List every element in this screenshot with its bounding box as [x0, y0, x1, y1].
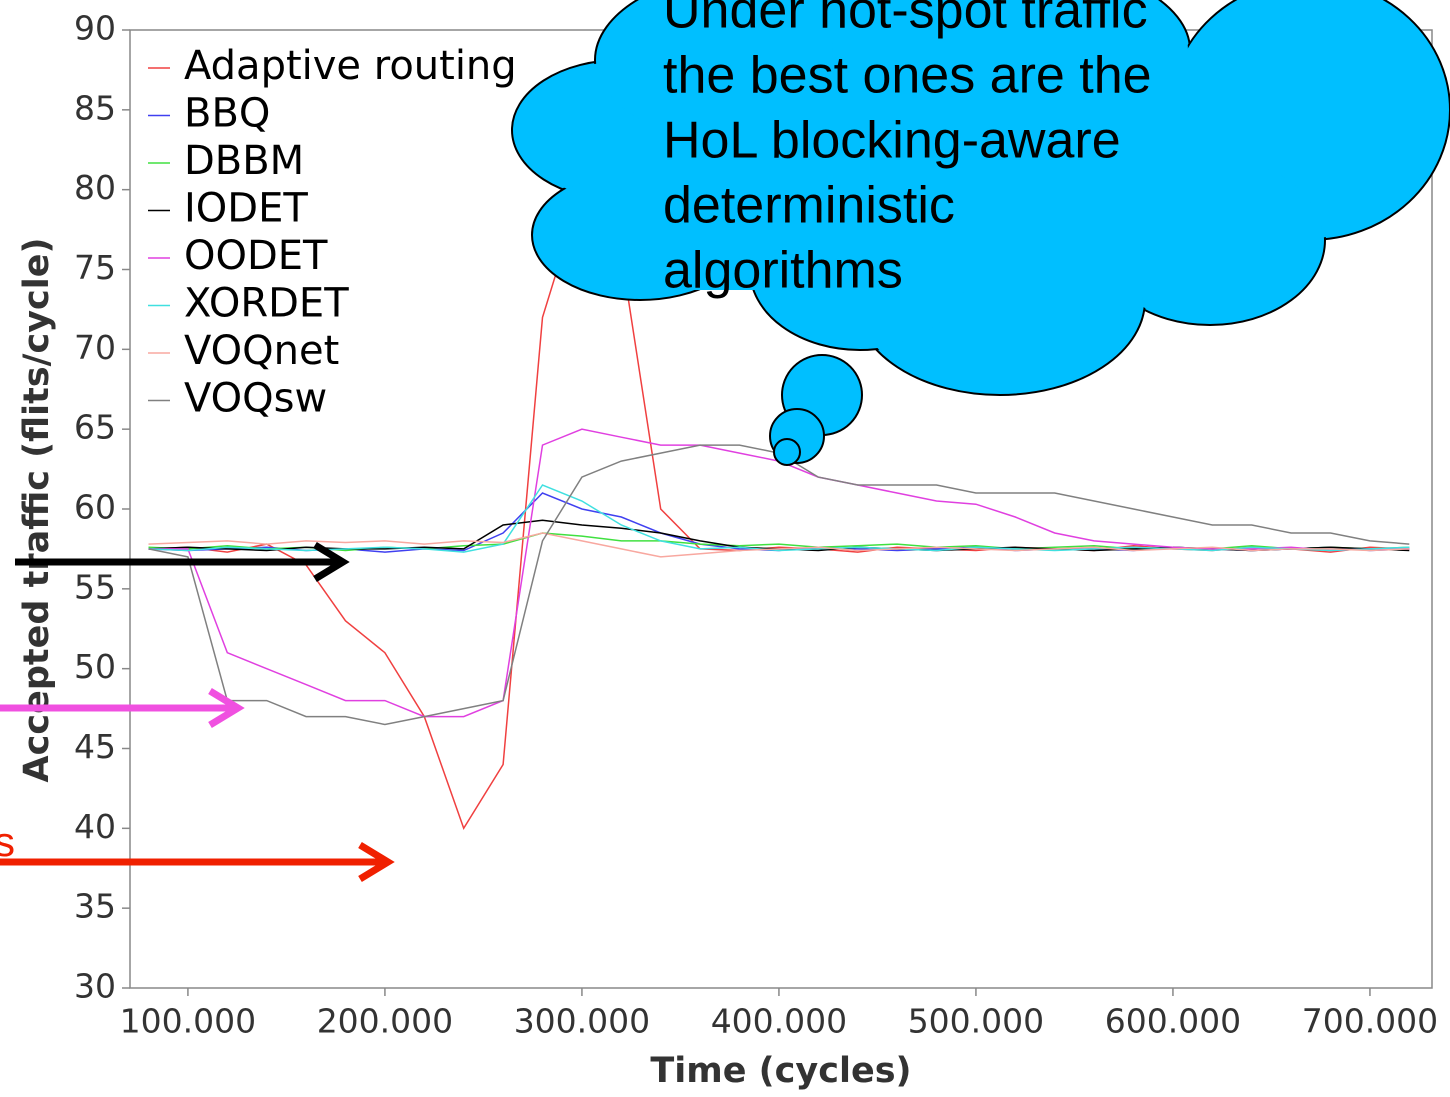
legend-label: XORDET [184, 281, 349, 327]
callout-line: deterministic [663, 177, 955, 235]
x-tick-label: 300.000 [514, 1002, 650, 1041]
arrow-head [313, 542, 350, 582]
x-tick-label: 500.000 [908, 1002, 1044, 1041]
callout-line: algorithms [663, 242, 903, 300]
arrows: s [0, 542, 395, 882]
y-tick-label: 65 [74, 408, 116, 447]
legend-label: IODET [184, 186, 308, 232]
arrow-head [208, 688, 245, 728]
callout-line: HoL blocking-aware [663, 112, 1121, 170]
y-axis-label: Accepted traffic (flits/cycle) [17, 238, 57, 783]
x-tick-label: 400.000 [711, 1002, 847, 1041]
y-tick-label: 60 [74, 488, 116, 527]
y-tick-label: 45 [74, 727, 116, 766]
y-tick-label: 50 [74, 647, 116, 686]
x-tick-label: 600.000 [1105, 1002, 1241, 1041]
x-axis-label: Time (cycles) [650, 1051, 911, 1091]
arrow-head [358, 842, 395, 882]
y-tick-label: 55 [74, 567, 116, 606]
y-tick-label: 30 [74, 967, 116, 1006]
legend-label: VOQsw [184, 376, 327, 422]
x-tick-label: 100.000 [120, 1002, 256, 1041]
legend-label: BBQ [184, 91, 270, 137]
callout-cloud: Under hot-spot traffic the best ones are … [511, 0, 1450, 466]
y-tick-label: 70 [74, 328, 116, 367]
y-tick-label: 90 [74, 9, 116, 48]
legend-label: OODET [184, 233, 328, 279]
legend-label: VOQnet [184, 328, 339, 374]
callout-line: the best ones are the [663, 47, 1152, 105]
series-line [148, 532, 1410, 558]
y-tick-label: 75 [74, 248, 116, 287]
callout-line: Under hot-spot traffic [663, 0, 1148, 40]
series-line [148, 484, 1410, 553]
legend-label: DBBM [184, 138, 304, 184]
cut-label: s [0, 818, 15, 865]
y-tick-label: 40 [74, 807, 116, 846]
x-tick-label: 700.000 [1302, 1002, 1438, 1041]
y-tick-label: 35 [74, 887, 116, 926]
legend-label: Adaptive routing [184, 43, 517, 89]
y-tick-label: 85 [74, 88, 116, 127]
x-tick-label: 200.000 [317, 1002, 453, 1041]
y-tick-label: 80 [74, 168, 116, 207]
